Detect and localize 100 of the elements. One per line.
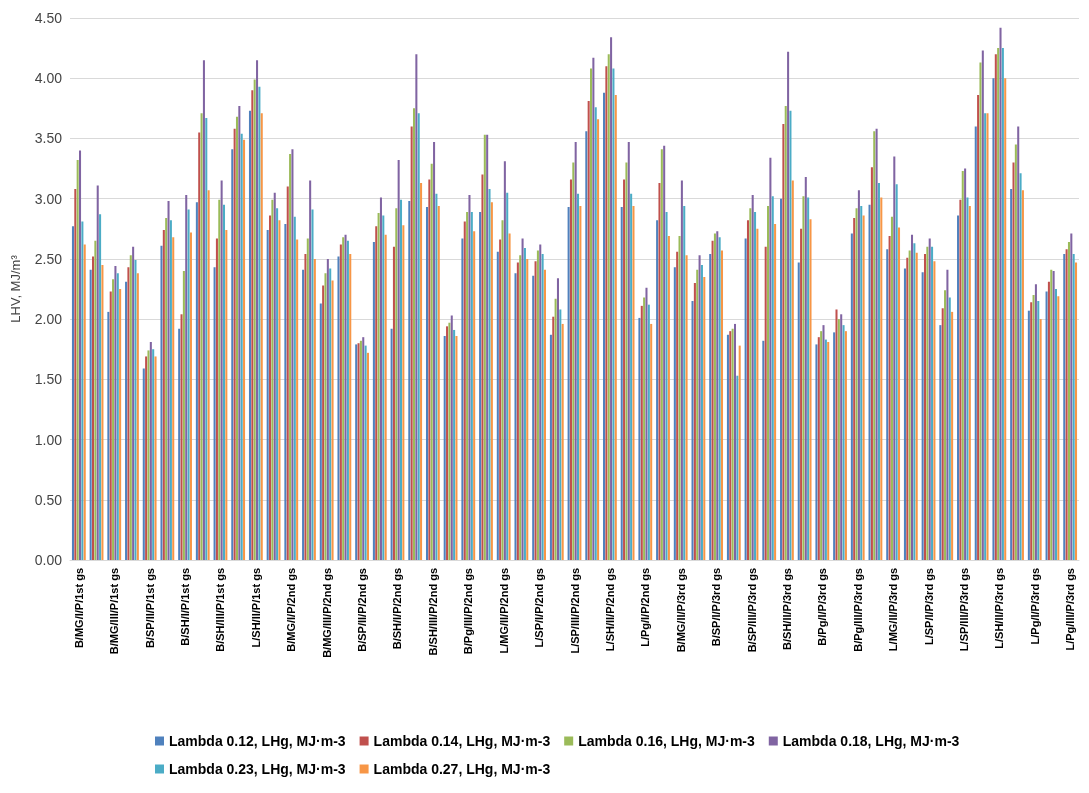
bar xyxy=(136,273,139,560)
bar xyxy=(125,281,128,560)
bar xyxy=(291,149,294,560)
bar xyxy=(390,328,393,560)
bar xyxy=(251,90,254,560)
bar xyxy=(577,193,580,560)
bar xyxy=(913,243,916,560)
bar xyxy=(921,272,924,560)
bar xyxy=(815,344,818,560)
bar xyxy=(941,308,944,560)
bar xyxy=(994,54,997,560)
bar xyxy=(1047,281,1050,560)
bar xyxy=(1054,289,1057,560)
bar xyxy=(946,269,949,560)
bar xyxy=(572,162,575,560)
bar xyxy=(738,345,741,560)
bar xyxy=(709,254,712,560)
bar xyxy=(764,246,767,560)
bar xyxy=(774,223,777,560)
bar xyxy=(534,261,537,560)
bar xyxy=(1010,189,1013,560)
bar xyxy=(597,119,600,560)
bar xyxy=(490,202,493,560)
bar xyxy=(928,238,931,560)
bar xyxy=(607,54,610,560)
bar xyxy=(888,236,891,560)
bar xyxy=(966,197,969,560)
bar xyxy=(366,352,369,560)
bar xyxy=(703,276,706,560)
bar xyxy=(506,192,509,560)
bar xyxy=(142,368,145,560)
bar xyxy=(893,156,896,560)
bar xyxy=(425,207,429,560)
bar xyxy=(656,220,659,560)
bar xyxy=(809,219,812,560)
bar xyxy=(286,186,289,560)
bar xyxy=(132,246,135,560)
bar xyxy=(172,237,175,560)
bar xyxy=(915,252,918,560)
bar xyxy=(804,176,807,560)
bar xyxy=(339,244,342,560)
bar xyxy=(437,205,440,560)
x-tick-label: L/Pg/III/P/3rd gs xyxy=(1064,568,1077,651)
bar xyxy=(448,322,451,560)
bar xyxy=(220,180,223,560)
y-tick-label: 4.00 xyxy=(34,70,63,87)
bar xyxy=(623,179,626,560)
legend-label: Lambda 0.27, LHg, MJ·m-3 xyxy=(373,761,551,777)
bar xyxy=(99,214,102,560)
bar xyxy=(647,304,650,560)
bar xyxy=(384,234,387,560)
bar xyxy=(499,239,502,560)
bar xyxy=(116,273,119,560)
bar xyxy=(837,319,840,560)
bar xyxy=(81,221,84,560)
bar xyxy=(908,250,911,560)
y-tick-label: 1.00 xyxy=(34,431,63,448)
bar xyxy=(784,105,787,560)
bar xyxy=(890,216,893,560)
bar xyxy=(539,244,542,560)
bar xyxy=(240,133,243,560)
bar xyxy=(443,335,446,560)
bar xyxy=(820,331,823,560)
legend-label: Lambda 0.18, LHg, MJ·m-3 xyxy=(782,733,960,749)
bar xyxy=(319,303,322,560)
bar xyxy=(189,232,192,560)
bar xyxy=(235,116,239,560)
bar xyxy=(923,254,927,560)
bar xyxy=(167,201,170,560)
x-tick-label: L/SH/II/P/2nd gs xyxy=(603,568,616,652)
bar xyxy=(579,205,582,560)
bar xyxy=(231,149,234,560)
bar xyxy=(207,190,210,560)
bar xyxy=(284,223,287,560)
bar xyxy=(711,240,714,560)
bar xyxy=(1034,284,1037,560)
bar xyxy=(870,167,873,560)
x-tick-label: L/SH/II/P/3rd gs xyxy=(993,568,1006,649)
bar xyxy=(127,267,130,560)
bar xyxy=(450,315,453,560)
bar xyxy=(860,205,863,560)
bar xyxy=(526,258,529,560)
bar xyxy=(79,150,82,560)
bar xyxy=(979,62,982,560)
bar xyxy=(112,279,115,560)
bar xyxy=(195,202,198,560)
bar xyxy=(680,180,683,560)
bar xyxy=(253,79,256,560)
bar xyxy=(1027,310,1030,560)
bar xyxy=(185,195,188,560)
bar xyxy=(791,180,794,560)
bar xyxy=(833,332,836,560)
bar xyxy=(278,220,281,560)
bar xyxy=(720,250,724,560)
bar xyxy=(205,117,208,560)
x-tick-label: L/SH/II/P/1st gs xyxy=(249,568,262,648)
bar xyxy=(853,217,856,560)
bar xyxy=(886,249,889,560)
bar xyxy=(944,290,947,560)
bar xyxy=(89,269,92,560)
